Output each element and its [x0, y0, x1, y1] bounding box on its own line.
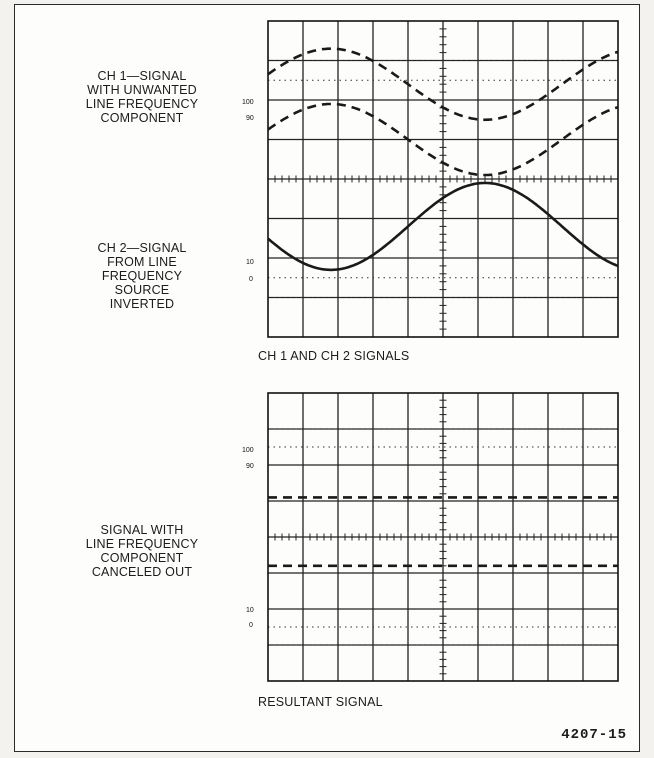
ch1-lower-trace: [267, 102, 619, 177]
ch1-signal-label: CH 1—SIGNAL WITH UNWANTED LINE FREQUENCY…: [85, 69, 199, 125]
ch2-signal-label: CH 2—SIGNAL FROM LINE FREQUENCY SOURCE I…: [97, 241, 187, 311]
graticule-frame: [267, 20, 619, 338]
bottom-ref-100: 100: [242, 447, 254, 454]
bottom-traces: [268, 496, 618, 568]
top-ref-100: 100: [242, 99, 254, 106]
top-traces: [267, 47, 619, 272]
bottom-panel-caption: RESULTANT SIGNAL: [258, 695, 383, 709]
top-ref-90: 90: [246, 115, 254, 122]
bottom-ref-90: 90: [246, 463, 254, 470]
ch1-upper-trace: [267, 47, 619, 122]
top-panel-caption: CH 1 AND CH 2 SIGNALS: [258, 349, 410, 363]
ch2-inverted-trace: [267, 181, 619, 272]
graticule-frame: [267, 392, 619, 682]
top-graticule-grid: [267, 20, 619, 338]
resultant-signal-label: SIGNAL WITH LINE FREQUENCY COMPONENT CAN…: [85, 523, 199, 579]
top-ref-10: 10: [246, 259, 254, 266]
bottom-ref-10: 10: [246, 607, 254, 614]
top-oscilloscope-graticule: 100 90 10 0: [242, 20, 619, 338]
bottom-oscilloscope-graticule: 100 90 10 0: [242, 392, 619, 682]
figure-sheet: CH 1—SIGNAL WITH UNWANTED LINE FREQUENCY…: [14, 4, 640, 752]
bottom-graticule-grid: [267, 392, 619, 682]
top-ref-0: 0: [249, 276, 253, 283]
bottom-ref-0: 0: [249, 622, 253, 629]
figure-number: 4207-15: [561, 727, 627, 743]
